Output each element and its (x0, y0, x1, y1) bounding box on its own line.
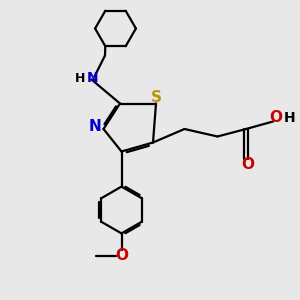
Text: N: N (86, 71, 98, 85)
Text: H: H (284, 111, 295, 125)
Text: H: H (75, 71, 85, 85)
Text: O: O (269, 110, 283, 125)
Text: O: O (115, 248, 128, 263)
Text: S: S (151, 90, 162, 105)
Text: O: O (241, 157, 254, 172)
Text: N: N (89, 119, 101, 134)
